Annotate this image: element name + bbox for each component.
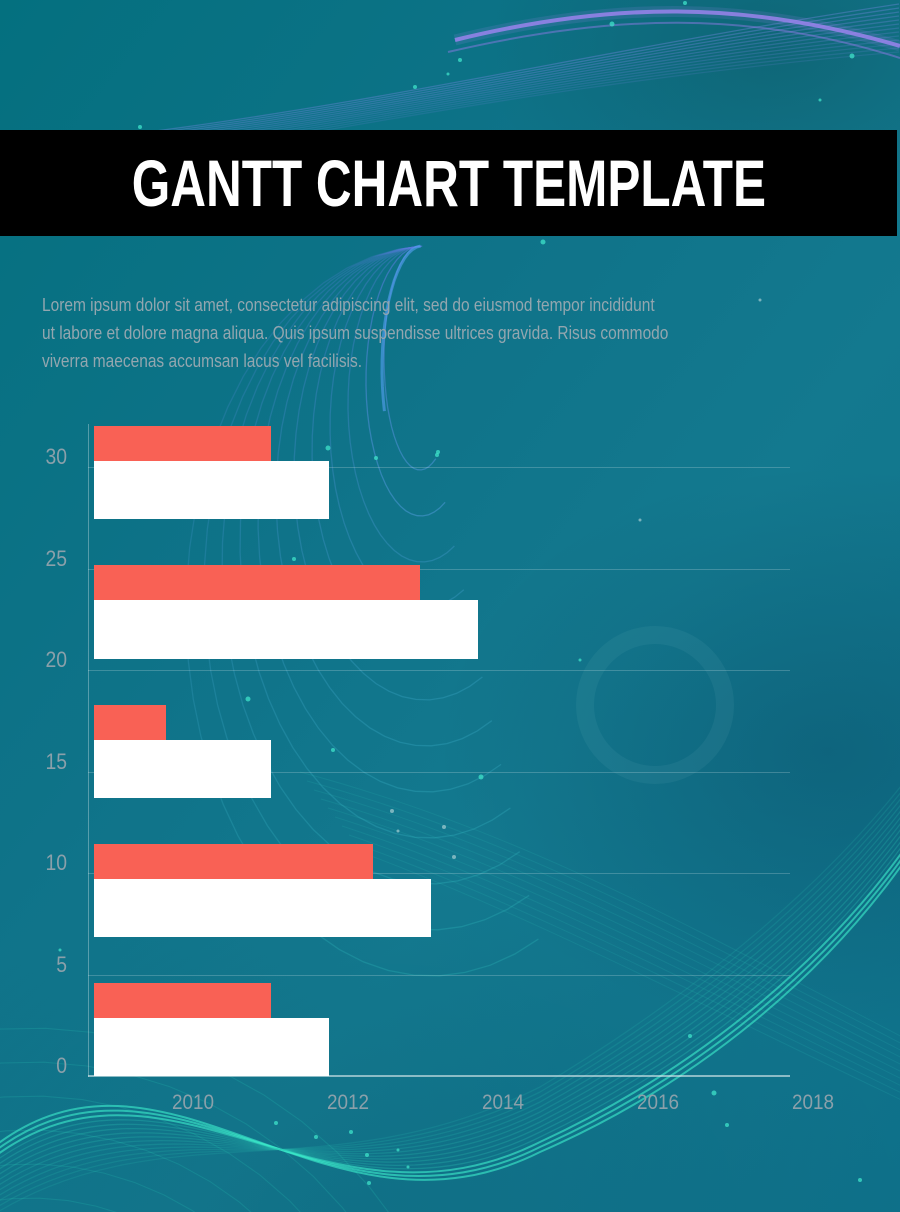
x-tick-label: 2010	[171, 1091, 215, 1114]
gantt-bar-white-row3	[94, 739, 271, 798]
title-banner: GANTT CHART TEMPLATE	[0, 130, 897, 236]
x-tick-label: 2016	[636, 1091, 680, 1114]
gantt-bar-white-row5	[94, 1018, 329, 1077]
page-title: GANTT CHART TEMPLATE	[131, 146, 766, 220]
gridline-20	[88, 670, 790, 671]
y-tick-label: 25	[45, 545, 67, 571]
y-tick-label: 30	[45, 444, 67, 469]
gantt-bar-white-row2	[94, 600, 479, 659]
x-tick-label: 2018	[791, 1091, 835, 1114]
x-tick-label: 2012	[326, 1091, 370, 1114]
y-axis-line	[88, 424, 89, 1077]
y-tick-label: 10	[45, 850, 67, 875]
gantt-bar-white-row1	[94, 461, 329, 520]
gantt-bar-white-row4	[94, 878, 432, 938]
y-tick-label: 20	[45, 647, 67, 672]
gantt-bar-red-row5	[94, 983, 271, 1019]
x-tick-label: 2014	[481, 1091, 525, 1114]
y-tick-label: 15	[45, 748, 67, 774]
gantt-bar-red-row2	[94, 565, 420, 601]
gridline-5	[88, 974, 790, 976]
gantt-bar-red-row3	[94, 704, 167, 740]
y-tick-label: 0	[56, 1053, 67, 1078]
y-tick-label: 5	[56, 951, 67, 977]
gantt-bar-red-row4	[94, 843, 373, 879]
gantt-bar-red-row1	[94, 426, 271, 461]
